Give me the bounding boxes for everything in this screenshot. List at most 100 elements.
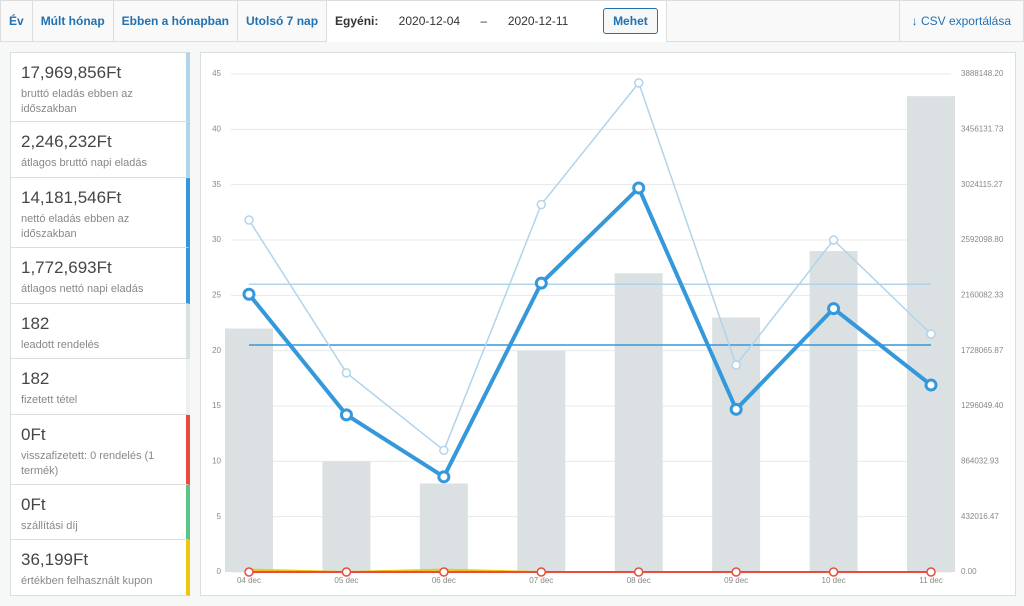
point xyxy=(536,567,547,577)
summary-item[interactable]: 2,246,232Ft átlagos bruttó napi eladás xyxy=(10,122,190,178)
bar xyxy=(322,461,371,572)
amount: 182 xyxy=(21,369,50,388)
point xyxy=(244,567,254,577)
label: fizetett tétel xyxy=(21,394,78,406)
point xyxy=(341,567,352,577)
date-range-bar: Év Múlt hónap Ebben a hónapban Utolsó 7 … xyxy=(0,0,1024,42)
point xyxy=(828,567,839,577)
x-tick-label: 10 dec xyxy=(822,576,846,585)
bar xyxy=(614,273,663,572)
summary-item[interactable]: 0Ft szállítási díj xyxy=(10,485,190,540)
label: leadott rendelés xyxy=(21,339,100,351)
point xyxy=(632,181,646,195)
y-tick-label: 5 xyxy=(217,512,222,521)
tab[interactable]: Ebben a hónapban xyxy=(114,1,239,41)
chart-panel: 0 5 10 15 20 25 30 35 40 45 0.00 432016.47 864032.93… xyxy=(200,52,1016,596)
summary-item[interactable]: 36,199Ft értékben felhasznált kupon xyxy=(10,540,190,596)
amount: 14,181,546Ft xyxy=(21,188,122,207)
x-tick-label: 04 dec xyxy=(237,576,261,585)
summary-item[interactable]: 14,181,546Ft nettó eladás ebben az idősza… xyxy=(10,178,190,248)
amount: 1,772,693Ft xyxy=(21,258,112,277)
series-line xyxy=(248,82,932,452)
point xyxy=(339,408,353,422)
amount: 17,969,856Ft xyxy=(21,63,122,82)
y-tick-label: 15 xyxy=(212,401,221,410)
summary-item[interactable]: 1,772,693Ft átlagos nettó napi eladás xyxy=(10,248,190,304)
y-tick-label: 45 xyxy=(212,69,221,78)
label: értékben felhasznált kupon xyxy=(21,575,153,587)
csv-export[interactable]: ↓ CSV exportálása xyxy=(898,1,1023,41)
custom-range: Egyéni: 2020-12-04 – 2020-12-11 Mehet xyxy=(327,0,667,42)
start-date[interactable]: 2020-12-04 xyxy=(398,14,461,28)
y2-tick-label: 864032.93 xyxy=(961,456,999,465)
y2-tick-label: 2592098.80 xyxy=(961,235,1004,244)
y2-tick-label: 3024115.27 xyxy=(961,180,1003,189)
custom-label: Egyéni: xyxy=(335,14,379,28)
bar xyxy=(225,328,273,572)
y2-tick-label: 1728065.87 xyxy=(961,346,1004,355)
amount: 0Ft xyxy=(21,495,46,514)
point xyxy=(534,276,548,290)
point xyxy=(924,378,938,392)
x-tick-label: 11 dec xyxy=(919,576,942,585)
x-tick-label: 06 dec xyxy=(432,576,456,585)
end-date[interactable]: 2020-12-11 xyxy=(507,14,569,28)
chart: 0 5 10 15 20 25 30 35 40 45 0.00 432016.47 864032.93… xyxy=(212,69,1004,585)
point xyxy=(633,567,644,577)
summary-list: 17,969,856Ft bruttó eladás ebben az idősz… xyxy=(10,52,190,596)
point xyxy=(827,302,841,316)
summary-item[interactable]: 182 fizetett tétel xyxy=(10,359,190,415)
point xyxy=(731,567,741,577)
label: átlagos nettó napi eladás xyxy=(21,283,144,295)
point xyxy=(242,287,256,301)
y-tick-label: 35 xyxy=(212,180,221,189)
tab[interactable]: Múlt hónap xyxy=(33,1,114,41)
dash: – xyxy=(480,14,488,28)
bar xyxy=(712,317,761,572)
go-button[interactable]: Mehet xyxy=(603,8,658,34)
point xyxy=(926,329,936,339)
tab[interactable]: Utolsó 7 nap xyxy=(238,1,328,41)
summary-item[interactable]: 182 leadott rendelés xyxy=(10,304,190,359)
bar xyxy=(809,251,858,573)
tab[interactable]: Év xyxy=(1,1,33,41)
summary-item[interactable]: 0Ft visszafizetett: 0 rendelés (1 termék) xyxy=(10,415,190,485)
y-tick-label: 20 xyxy=(212,346,221,355)
point xyxy=(731,360,741,370)
y2-tick-label: 3888148.20 xyxy=(961,69,1004,78)
x-tick-label: 05 dec xyxy=(334,576,358,585)
label: szállítási díj xyxy=(21,520,78,532)
y2-tick-label: 3456131.73 xyxy=(961,124,1004,133)
x-tick-label: 07 dec xyxy=(529,576,553,585)
label: nettó eladás ebben az időszakban xyxy=(21,213,130,240)
summary-item[interactable]: 17,969,856Ft bruttó eladás ebben az idősz… xyxy=(10,52,190,122)
series-line xyxy=(247,185,933,479)
point xyxy=(536,199,547,210)
y2-tick-label: 432016.47 xyxy=(961,512,999,521)
amount: 0Ft xyxy=(21,425,46,444)
bar xyxy=(419,483,468,572)
y-tick-label: 30 xyxy=(212,235,221,244)
y2-tick-label: 2160082.33 xyxy=(961,290,1004,299)
y-tick-label: 40 xyxy=(212,124,221,133)
point xyxy=(729,402,743,416)
amount: 36,199Ft xyxy=(21,550,89,569)
point xyxy=(828,235,839,245)
amount: 2,246,232Ft xyxy=(21,132,112,151)
point xyxy=(439,445,449,456)
point xyxy=(439,567,449,577)
y-tick-label: 10 xyxy=(212,456,221,465)
y-tick-label: 0 xyxy=(217,567,222,576)
label: átlagos bruttó napi eladás xyxy=(21,157,147,169)
point xyxy=(437,470,451,484)
y-tick-label: 25 xyxy=(212,290,221,299)
x-tick-label: 09 dec xyxy=(724,576,748,585)
point xyxy=(341,368,352,378)
point xyxy=(926,567,936,577)
label: bruttó eladás ebben az időszakban xyxy=(21,88,133,115)
point xyxy=(244,215,254,225)
export-label: CSV exportálása xyxy=(920,14,1011,28)
amount: 182 xyxy=(21,314,50,333)
label: visszafizetett: 0 rendelés (1 termék) xyxy=(21,450,155,477)
